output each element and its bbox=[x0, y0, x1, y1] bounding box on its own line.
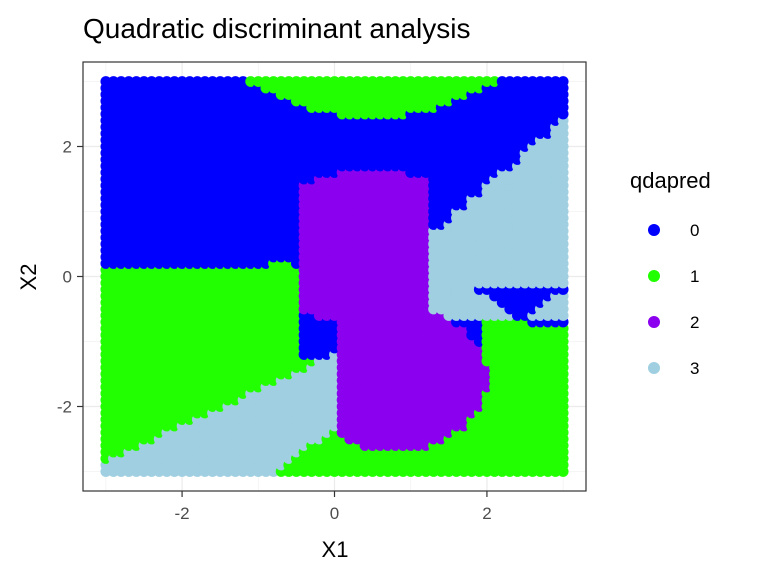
legend-key-2 bbox=[648, 316, 660, 328]
prediction-point bbox=[512, 76, 523, 87]
prediction-point bbox=[268, 76, 279, 87]
legend-key-3 bbox=[648, 362, 660, 374]
prediction-point bbox=[451, 76, 462, 87]
legend: qdapred 0 1 2 3 bbox=[630, 168, 711, 378]
prediction-point bbox=[199, 76, 211, 87]
prediction-point bbox=[489, 76, 500, 87]
prediction-point bbox=[115, 76, 127, 87]
y-tick-label: 2 bbox=[63, 138, 72, 157]
prediction-point bbox=[405, 76, 417, 87]
x-tick-label: 2 bbox=[482, 504, 491, 523]
prediction-point bbox=[191, 76, 203, 87]
prediction-point bbox=[214, 76, 226, 87]
x-tick-label: -2 bbox=[175, 504, 190, 523]
prediction-point bbox=[169, 76, 180, 87]
prediction-point bbox=[123, 76, 135, 87]
prediction-point bbox=[557, 76, 569, 87]
prediction-point bbox=[275, 76, 287, 87]
prediction-point bbox=[108, 76, 119, 87]
x-tick-label: 0 bbox=[330, 504, 339, 523]
prediction-point bbox=[397, 76, 409, 87]
chart-title: Quadratic discriminant analysis bbox=[83, 13, 471, 44]
prediction-point bbox=[329, 76, 340, 87]
prediction-point bbox=[283, 76, 295, 87]
legend-title: qdapred bbox=[630, 168, 711, 193]
legend-entries: 0 1 2 3 bbox=[648, 221, 699, 378]
prediction-point bbox=[207, 76, 218, 87]
legend-key-1 bbox=[648, 270, 660, 282]
prediction-point bbox=[550, 76, 561, 87]
prediction-point bbox=[351, 76, 363, 87]
legend-label-2: 2 bbox=[690, 313, 699, 332]
prediction-point bbox=[390, 76, 401, 87]
prediction-point bbox=[481, 76, 493, 87]
prediction-point bbox=[153, 76, 165, 87]
prediction-point bbox=[428, 76, 439, 87]
prediction-point bbox=[237, 76, 249, 87]
y-tick-label: 0 bbox=[63, 268, 72, 287]
prediction-point bbox=[161, 76, 173, 87]
prediction-point bbox=[222, 76, 234, 87]
prediction-point bbox=[100, 76, 112, 87]
prediction-point bbox=[359, 76, 371, 87]
prediction-point bbox=[260, 76, 272, 87]
prediction-point bbox=[443, 76, 455, 87]
prediction-point bbox=[473, 76, 485, 87]
y-axis-title: X2 bbox=[16, 264, 41, 291]
prediction-point bbox=[130, 76, 142, 87]
y-tick-label: -2 bbox=[57, 398, 72, 417]
prediction-point bbox=[298, 76, 310, 87]
legend-label-0: 0 bbox=[690, 221, 699, 240]
prediction-point bbox=[466, 76, 478, 87]
prediction-point bbox=[290, 76, 302, 87]
prediction-point bbox=[435, 76, 447, 87]
prediction-point bbox=[230, 76, 241, 87]
y-axis-ticks: -2 0 2 bbox=[57, 138, 83, 417]
prediction-point bbox=[336, 76, 348, 87]
prediction-point bbox=[245, 76, 257, 87]
prediction-point bbox=[313, 76, 325, 87]
prediction-point bbox=[374, 76, 386, 87]
legend-label-3: 3 bbox=[690, 359, 699, 378]
prediction-point bbox=[344, 76, 356, 87]
prediction-point bbox=[306, 76, 318, 87]
prediction-point bbox=[420, 76, 432, 87]
prediction-point bbox=[367, 76, 379, 87]
x-axis-title: X1 bbox=[322, 537, 349, 562]
prediction-point bbox=[382, 76, 394, 87]
prediction-point bbox=[527, 76, 539, 87]
prediction-point bbox=[321, 76, 333, 87]
legend-label-1: 1 bbox=[690, 267, 699, 286]
x-axis-ticks: -2 0 2 bbox=[175, 491, 492, 523]
prediction-point bbox=[138, 76, 150, 87]
prediction-point bbox=[146, 76, 157, 87]
prediction-point bbox=[534, 76, 546, 87]
prediction-point bbox=[504, 76, 516, 87]
prediction-point bbox=[252, 76, 264, 87]
prediction-point bbox=[458, 76, 470, 87]
prediction-point bbox=[184, 76, 196, 87]
prediction-point bbox=[542, 76, 554, 87]
prediction-points bbox=[100, 76, 569, 477]
prediction-point bbox=[176, 76, 188, 87]
prediction-point bbox=[496, 76, 508, 87]
prediction-point bbox=[519, 76, 531, 87]
legend-key-0 bbox=[648, 224, 660, 236]
prediction-point bbox=[412, 76, 424, 87]
